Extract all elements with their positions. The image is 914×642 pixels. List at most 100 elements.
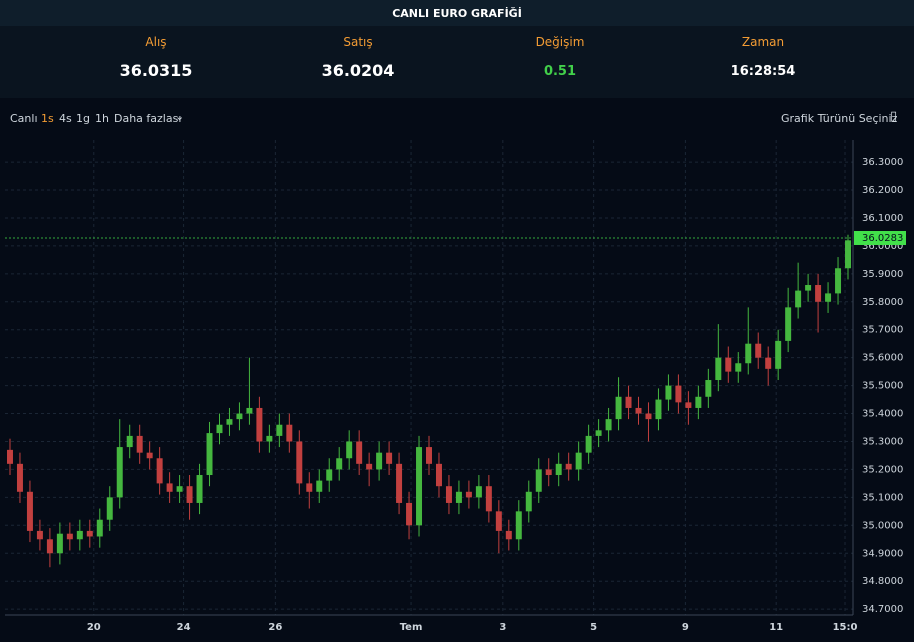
candle-body <box>136 435 143 453</box>
stats-bar: Alış 36.0315 Satış 36.0204 Değişim 0.51 Zam… <box>0 26 914 98</box>
candle-body <box>206 433 213 476</box>
y-tick-label: 35.8000 <box>862 297 903 308</box>
candle-body <box>296 441 303 484</box>
candle-body <box>126 435 133 448</box>
live-button[interactable]: Canlı <box>10 112 38 125</box>
title: CANLI EURO GRAFİĞİ <box>0 0 914 26</box>
candle-body <box>555 463 562 476</box>
candle-body <box>585 435 592 453</box>
candle-body <box>745 343 752 364</box>
interval-button[interactable]: 4s <box>59 112 72 125</box>
candle-body <box>485 486 492 512</box>
candle-body <box>765 357 772 369</box>
y-tick-label: 35.5000 <box>862 381 903 392</box>
candle-body <box>445 486 452 503</box>
last-price-box <box>854 230 906 245</box>
candle-body <box>16 463 23 492</box>
candle-body <box>96 519 103 537</box>
y-tick-label: 36.0000 <box>862 241 903 252</box>
candle-body <box>386 452 393 464</box>
candle-body <box>46 539 53 554</box>
candle-body <box>146 452 153 459</box>
candle-body <box>575 452 582 470</box>
candle-body <box>715 357 722 381</box>
x-tick-label: 3 <box>499 622 506 633</box>
interval-button[interactable]: 1s <box>41 112 54 125</box>
candle-body <box>775 340 782 369</box>
candle-body <box>316 480 323 492</box>
candle-body <box>116 447 123 498</box>
candle-body <box>545 469 552 476</box>
candle-body <box>6 449 13 464</box>
candle-body <box>675 385 682 403</box>
candle-body <box>635 407 642 414</box>
chart-type-button[interactable]: Grafik Türünü Seçiniz <box>781 112 898 125</box>
candle-body <box>685 402 692 408</box>
candle-body <box>815 285 822 302</box>
candle-body <box>326 469 333 481</box>
candle-body <box>705 380 712 397</box>
candle-body <box>26 491 33 531</box>
candle-body <box>495 511 502 531</box>
candle-body <box>465 491 472 498</box>
candle-body <box>435 463 442 487</box>
candle-body <box>475 486 482 498</box>
candle-body <box>356 441 363 464</box>
candle-body <box>366 463 373 470</box>
candle-body <box>186 486 193 503</box>
candle-body <box>336 458 343 470</box>
y-tick-label: 35.6000 <box>862 353 903 364</box>
candle-body <box>615 396 622 420</box>
candle-body <box>665 385 672 400</box>
candle-body <box>226 419 233 425</box>
candle-body <box>176 486 183 492</box>
stat: Değişim 0.51 <box>460 26 660 79</box>
candle-body <box>246 407 253 414</box>
candle-body <box>396 463 403 503</box>
stat-label: Zaman <box>741 35 785 49</box>
stat: Satış 36.0204 <box>258 26 458 80</box>
stat-value: 36.0315 <box>119 61 193 80</box>
interval-button[interactable]: 1g <box>76 112 90 125</box>
candle-icon: ▯ <box>890 109 898 124</box>
candle-body <box>196 475 203 503</box>
x-tick-label: 11 <box>769 622 783 633</box>
candle-body <box>795 290 802 308</box>
candle-body <box>416 447 423 526</box>
candle-body <box>515 511 522 540</box>
stat: Zaman 16:28:54 <box>663 26 863 79</box>
candle-body <box>655 399 662 420</box>
candle-body <box>825 293 832 302</box>
y-tick-label: 35.9000 <box>862 269 903 280</box>
candle-body <box>86 530 93 537</box>
stat-label: Alış <box>145 35 167 49</box>
last-price-label: 36.0283 <box>862 233 903 244</box>
y-tick-label: 35.1000 <box>862 492 903 503</box>
x-tick-label: 15:0 <box>833 622 858 633</box>
x-tick-label: 24 <box>177 622 191 633</box>
x-tick-label: 9 <box>682 622 689 633</box>
x-tick-label: 5 <box>590 622 597 633</box>
candle-body <box>755 343 762 358</box>
candle-body <box>216 424 223 434</box>
candle-body <box>525 491 532 512</box>
candle-body <box>306 483 313 492</box>
y-tick-label: 34.8000 <box>862 576 903 587</box>
candle-body <box>346 441 353 459</box>
y-tick-label: 35.4000 <box>862 409 903 420</box>
y-tick-label: 34.9000 <box>862 548 903 559</box>
interval-button[interactable]: 1h <box>95 112 109 125</box>
candle-body <box>276 424 283 436</box>
stat-value: 0.51 <box>543 64 577 79</box>
stat-value: 16:28:54 <box>730 64 796 79</box>
candle-body <box>266 435 273 442</box>
candle-body <box>505 530 512 540</box>
candle-body <box>455 491 462 503</box>
candle-body <box>166 483 173 492</box>
candle-body <box>376 452 383 470</box>
candle-body <box>735 363 742 372</box>
more-button[interactable]: Daha fazlası <box>114 112 182 125</box>
candle-body <box>106 497 113 520</box>
x-tick-label: Tem <box>400 622 423 633</box>
